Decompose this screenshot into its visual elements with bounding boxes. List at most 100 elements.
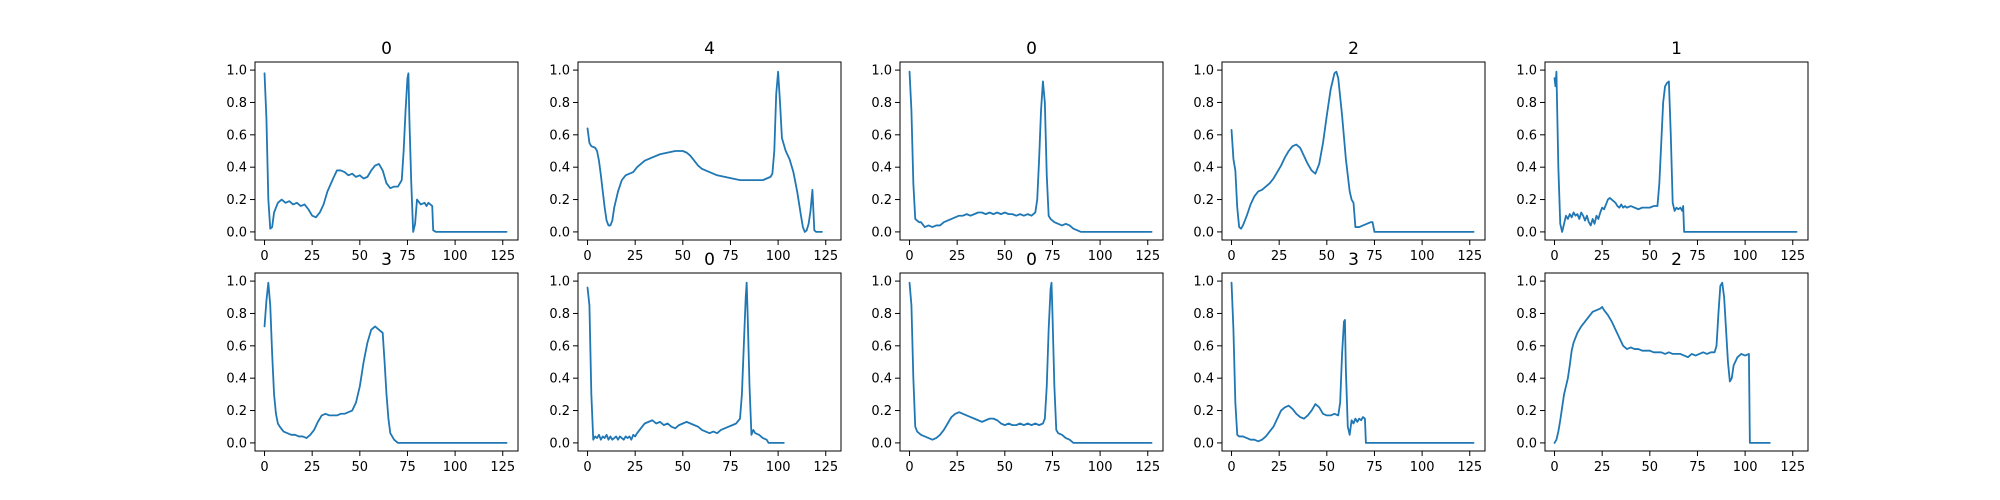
x-tick-label: 100 [1088,460,1113,475]
y-tick-label: 1.0 [1516,275,1537,290]
x-tick-label: 125 [1780,249,1805,264]
x-tick-label: 125 [490,249,515,264]
subplot-title: 0 [704,250,715,270]
series-line [1553,281,1771,444]
x-tick-label: 25 [304,249,321,264]
y-tick-label: 0.0 [871,225,892,240]
y-tick-label: 0.8 [1193,307,1214,322]
x-tick-label: 25 [1594,249,1611,264]
x-tick-label: 25 [949,249,966,264]
x-tick-label: 75 [722,249,739,264]
y-tick-label: 0.6 [871,339,892,354]
x-tick-label: 0 [1227,460,1235,475]
x-tick-label: 125 [813,249,838,264]
subplot-title: 2 [1671,250,1682,270]
series-line [586,70,823,233]
y-tick-label: 0.4 [1193,161,1214,176]
y-tick-label: 1.0 [1193,275,1214,290]
x-tick-label: 50 [1319,460,1336,475]
y-tick-label: 0.2 [1516,193,1537,208]
x-tick-label: 25 [1271,460,1288,475]
x-tick-label: 75 [1044,460,1061,475]
x-tick-label: 50 [675,460,692,475]
x-tick-label: 75 [1689,460,1706,475]
y-tick-label: 0.4 [1516,161,1537,176]
x-tick-label: 0 [583,249,591,264]
y-tick-label: 1.0 [549,275,570,290]
y-tick-label: 0.0 [549,436,570,451]
x-tick-label: 0 [583,460,591,475]
axes-frame [1221,272,1486,452]
x-tick-label: 0 [260,460,268,475]
x-tick-label: 50 [1642,460,1659,475]
x-tick-label: 0 [1227,249,1235,264]
x-tick-label: 75 [399,249,416,264]
axes-frame [254,272,519,452]
y-tick-label: 0.2 [549,404,570,419]
y-tick-label: 0.6 [1193,339,1214,354]
y-tick-label: 0.8 [226,307,247,322]
x-tick-label: 0 [1550,249,1558,264]
x-tick-label: 125 [813,460,838,475]
x-tick-label: 0 [905,249,913,264]
x-tick-label: 50 [675,249,692,264]
y-tick-label: 0.2 [1193,193,1214,208]
axes-frame [899,272,1164,452]
series-line [908,70,1153,233]
subplot-title: 1 [1671,39,1682,59]
x-tick-label: 25 [627,249,644,264]
x-tick-label: 125 [1457,460,1482,475]
x-tick-label: 0 [905,460,913,475]
subplot-title: 3 [1348,250,1359,270]
x-tick-label: 25 [949,460,966,475]
x-tick-label: 100 [766,249,791,264]
y-tick-label: 1.0 [226,64,247,79]
axes-frame [1221,61,1486,241]
y-tick-label: 0.4 [871,161,892,176]
x-tick-label: 100 [443,460,468,475]
y-tick-label: 0.6 [226,128,247,143]
y-tick-label: 0.8 [1516,96,1537,111]
y-tick-label: 0.6 [1516,339,1537,354]
x-tick-label: 100 [443,249,468,264]
series-line [263,281,508,444]
y-tick-label: 0.0 [1516,225,1537,240]
y-tick-label: 0.0 [871,436,892,451]
y-tick-label: 0.0 [226,225,247,240]
y-tick-label: 0.8 [871,96,892,111]
x-tick-label: 75 [1689,249,1706,264]
y-tick-label: 0.0 [1193,436,1214,451]
y-tick-label: 0.6 [549,339,570,354]
y-tick-label: 1.0 [226,275,247,290]
x-tick-label: 50 [997,249,1014,264]
x-tick-label: 100 [1410,249,1435,264]
axes-frame [577,61,842,241]
y-tick-label: 1.0 [871,64,892,79]
subplot-5: 3 0 25 50 75 100 125 0.0 0.2 0.4 0.6 0.8 1.0 [226,250,519,475]
y-tick-label: 0.0 [549,225,570,240]
subplot-4: 1 0 25 50 75 100 125 0.0 0.2 0.4 0.6 0.8 1.0 [1516,39,1809,264]
axes-frame [1544,272,1809,452]
y-tick-label: 0.2 [226,193,247,208]
y-tick-label: 0.0 [1193,225,1214,240]
x-tick-label: 100 [1733,249,1758,264]
y-tick-label: 0.8 [1193,96,1214,111]
x-tick-label: 75 [1366,460,1383,475]
subplot-title: 0 [381,39,392,59]
subplot-title: 4 [704,39,715,59]
x-tick-label: 75 [722,460,739,475]
y-tick-label: 0.8 [1516,307,1537,322]
subplot-title: 0 [1026,39,1037,59]
subplot-title: 2 [1348,39,1359,59]
y-tick-label: 0.4 [1516,372,1537,387]
subplot-2: 0 0 25 50 75 100 125 0.0 0.2 0.4 0.6 0.8 1.0 [871,39,1164,264]
y-tick-label: 0.0 [226,436,247,451]
x-tick-label: 125 [1135,460,1160,475]
series-line [263,72,508,233]
y-tick-label: 0.4 [871,372,892,387]
subplot-0: 0 0 25 50 75 100 125 0.0 0.2 0.4 0.6 0.8 1.0 [226,39,519,264]
x-tick-label: 0 [260,249,268,264]
x-tick-label: 125 [490,460,515,475]
y-tick-label: 0.2 [549,193,570,208]
